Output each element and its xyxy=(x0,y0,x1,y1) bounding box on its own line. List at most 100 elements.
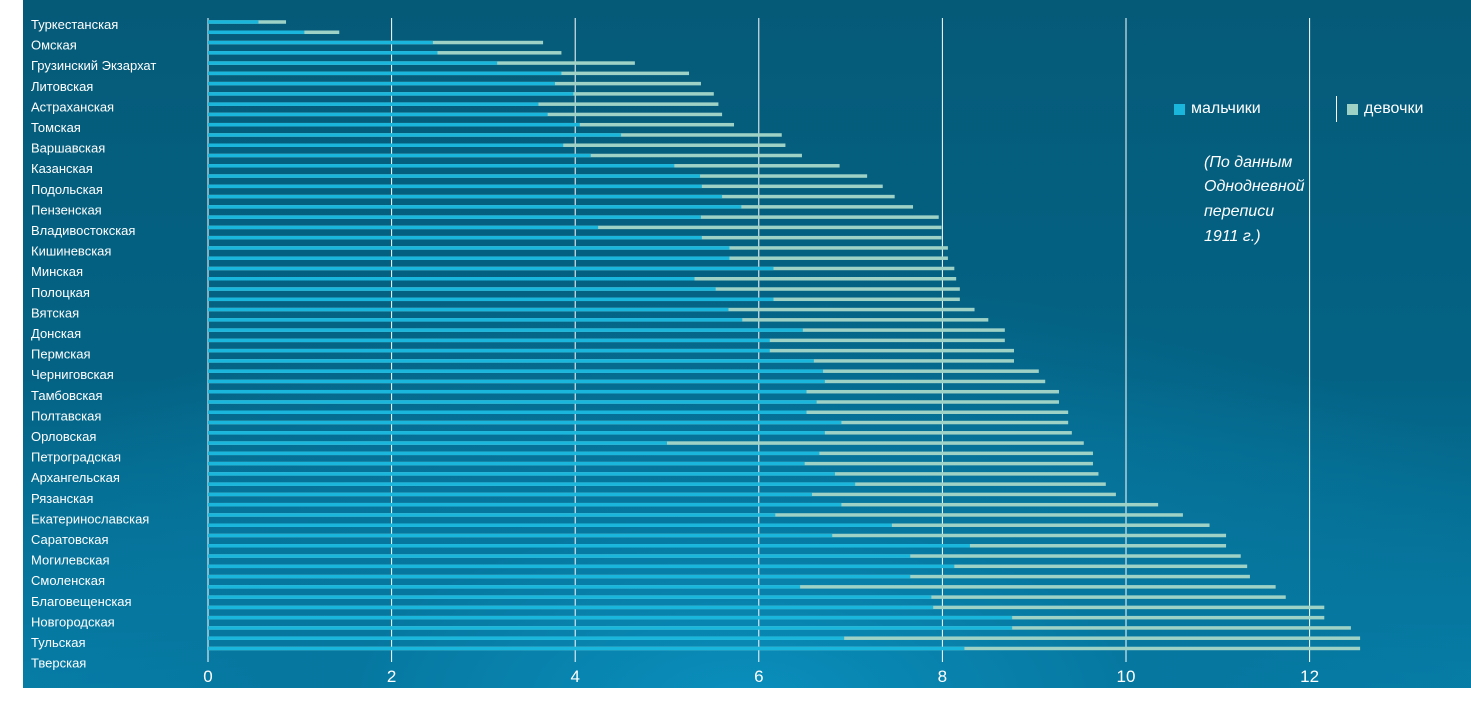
bar-boys-42 xyxy=(208,451,820,456)
category-label: Грузинский Экзархат xyxy=(31,58,156,73)
bar-boys-48 xyxy=(208,513,776,517)
bar-boys-34 xyxy=(208,369,824,373)
bar-boys-18 xyxy=(208,205,742,209)
category-label: Литовская xyxy=(31,79,93,94)
category-label: Подольская xyxy=(31,182,103,197)
bar-boys-47 xyxy=(208,502,842,507)
category-label: Могилевская xyxy=(31,553,110,568)
bar-boys-8 xyxy=(208,102,539,106)
category-label: Тверская xyxy=(31,656,86,671)
x-tick-label: 8 xyxy=(938,667,947,686)
bar-boys-25 xyxy=(208,277,695,281)
bar-boys-36 xyxy=(208,389,807,394)
bar-boys-37 xyxy=(208,400,817,404)
note-line-2: Однодневной xyxy=(1204,178,1305,195)
bar-boys-45 xyxy=(208,482,856,486)
bar-boys-9 xyxy=(208,112,548,117)
bar-boys-6 xyxy=(208,81,556,86)
bar-boys-60 xyxy=(208,636,845,640)
bar-boys-3 xyxy=(208,51,438,55)
bar-boys-58 xyxy=(208,615,1013,620)
note-line-4: 1911 г.) xyxy=(1204,228,1261,245)
bar-boys-26 xyxy=(208,287,716,291)
bar-boys-35 xyxy=(208,379,825,384)
note-line-3: переписи xyxy=(1204,203,1275,220)
category-label: Тамбовская xyxy=(31,388,103,403)
bar-boys-19 xyxy=(208,215,701,219)
note-line-1: (По данным xyxy=(1204,154,1293,171)
x-tick-label: 4 xyxy=(570,667,579,686)
category-label: Вятская xyxy=(31,305,79,320)
bar-boys-38 xyxy=(208,410,807,415)
bar-boys-46 xyxy=(208,492,813,497)
category-label: Саратовская xyxy=(31,532,108,547)
legend-separator xyxy=(1336,96,1337,122)
category-label: Орловская xyxy=(31,429,96,444)
legend-boys-swatch xyxy=(1174,103,1185,115)
bar-boys-50 xyxy=(208,533,833,538)
bar-boys-32 xyxy=(208,348,770,353)
bar-boys-41 xyxy=(208,441,667,445)
category-label: Тульская xyxy=(31,635,86,650)
bar-boys-30 xyxy=(208,328,803,332)
category-label: Владивостокская xyxy=(31,223,135,238)
bar-boys-17 xyxy=(208,194,723,199)
category-label: Екатеринославская xyxy=(31,511,149,526)
category-label: Петроградская xyxy=(31,450,121,465)
bar-boys-12 xyxy=(208,143,564,147)
legend-boys: мальчики xyxy=(1174,100,1261,118)
bar-boys-29 xyxy=(208,318,743,322)
bar-boys-11 xyxy=(208,133,622,137)
category-label: Пензенская xyxy=(31,202,102,217)
bar-boys-55 xyxy=(208,585,801,589)
bar-boys-28 xyxy=(208,307,729,312)
legend-boys-label: мальчики xyxy=(1191,100,1261,117)
bar-boys-24 xyxy=(208,266,774,271)
category-label: Казанская xyxy=(31,161,93,176)
category-label: Томская xyxy=(31,120,81,135)
category-label: Смоленская xyxy=(31,573,105,588)
bar-boys-13 xyxy=(208,153,591,158)
bar-boys-5 xyxy=(208,71,562,76)
bar-boys-16 xyxy=(208,184,702,189)
bar-boys-61 xyxy=(208,646,965,651)
bar-boys-15 xyxy=(208,174,701,178)
bar-boys-44 xyxy=(208,472,835,476)
category-label: Архангельская xyxy=(31,470,120,485)
bar-boys-43 xyxy=(208,461,805,466)
bar-boys-52 xyxy=(208,554,911,558)
category-label: Полтавская xyxy=(31,408,101,423)
bar-boys-4 xyxy=(208,61,498,65)
category-label: Благовещенская xyxy=(31,594,132,609)
category-label: Астраханская xyxy=(31,99,114,114)
x-tick-label: 6 xyxy=(754,667,763,686)
bar-boys-2 xyxy=(208,40,433,45)
bar-boys-0 xyxy=(208,20,259,24)
bar-boys-57 xyxy=(208,605,934,610)
bar-boys-27 xyxy=(208,297,774,302)
bar-boys-53 xyxy=(208,564,955,569)
chart-panel: Туркестанская Омская Грузинский Экзархат Ли… xyxy=(23,0,1471,688)
chart-svg: Туркестанская Омская Грузинский Экзархат Ли… xyxy=(31,17,1361,686)
legend-girls: девочки xyxy=(1347,100,1423,118)
bar-boys-20 xyxy=(208,225,599,230)
bar-boys-1 xyxy=(208,30,305,35)
bar-boys-33 xyxy=(208,359,814,363)
bar-boys-59 xyxy=(208,626,1013,630)
x-tick-label: 2 xyxy=(387,667,396,686)
bar-boys-39 xyxy=(208,420,842,425)
bar-boys-54 xyxy=(208,574,911,579)
category-label: Варшавская xyxy=(31,141,105,156)
bar-boys-10 xyxy=(208,122,580,127)
category-label: Омская xyxy=(31,38,77,53)
bar-boys-14 xyxy=(208,164,675,168)
bar-boys-31 xyxy=(208,338,770,343)
category-label: Черниговская xyxy=(31,367,114,382)
category-label: Пермская xyxy=(31,347,90,362)
legend-girls-label: девочки xyxy=(1364,100,1424,117)
bar-boys-56 xyxy=(208,595,932,599)
bar-boys-51 xyxy=(208,544,970,548)
x-tick-label: 10 xyxy=(1117,667,1136,686)
category-label: Рязанская xyxy=(31,491,93,506)
category-label: Минская xyxy=(31,264,83,279)
